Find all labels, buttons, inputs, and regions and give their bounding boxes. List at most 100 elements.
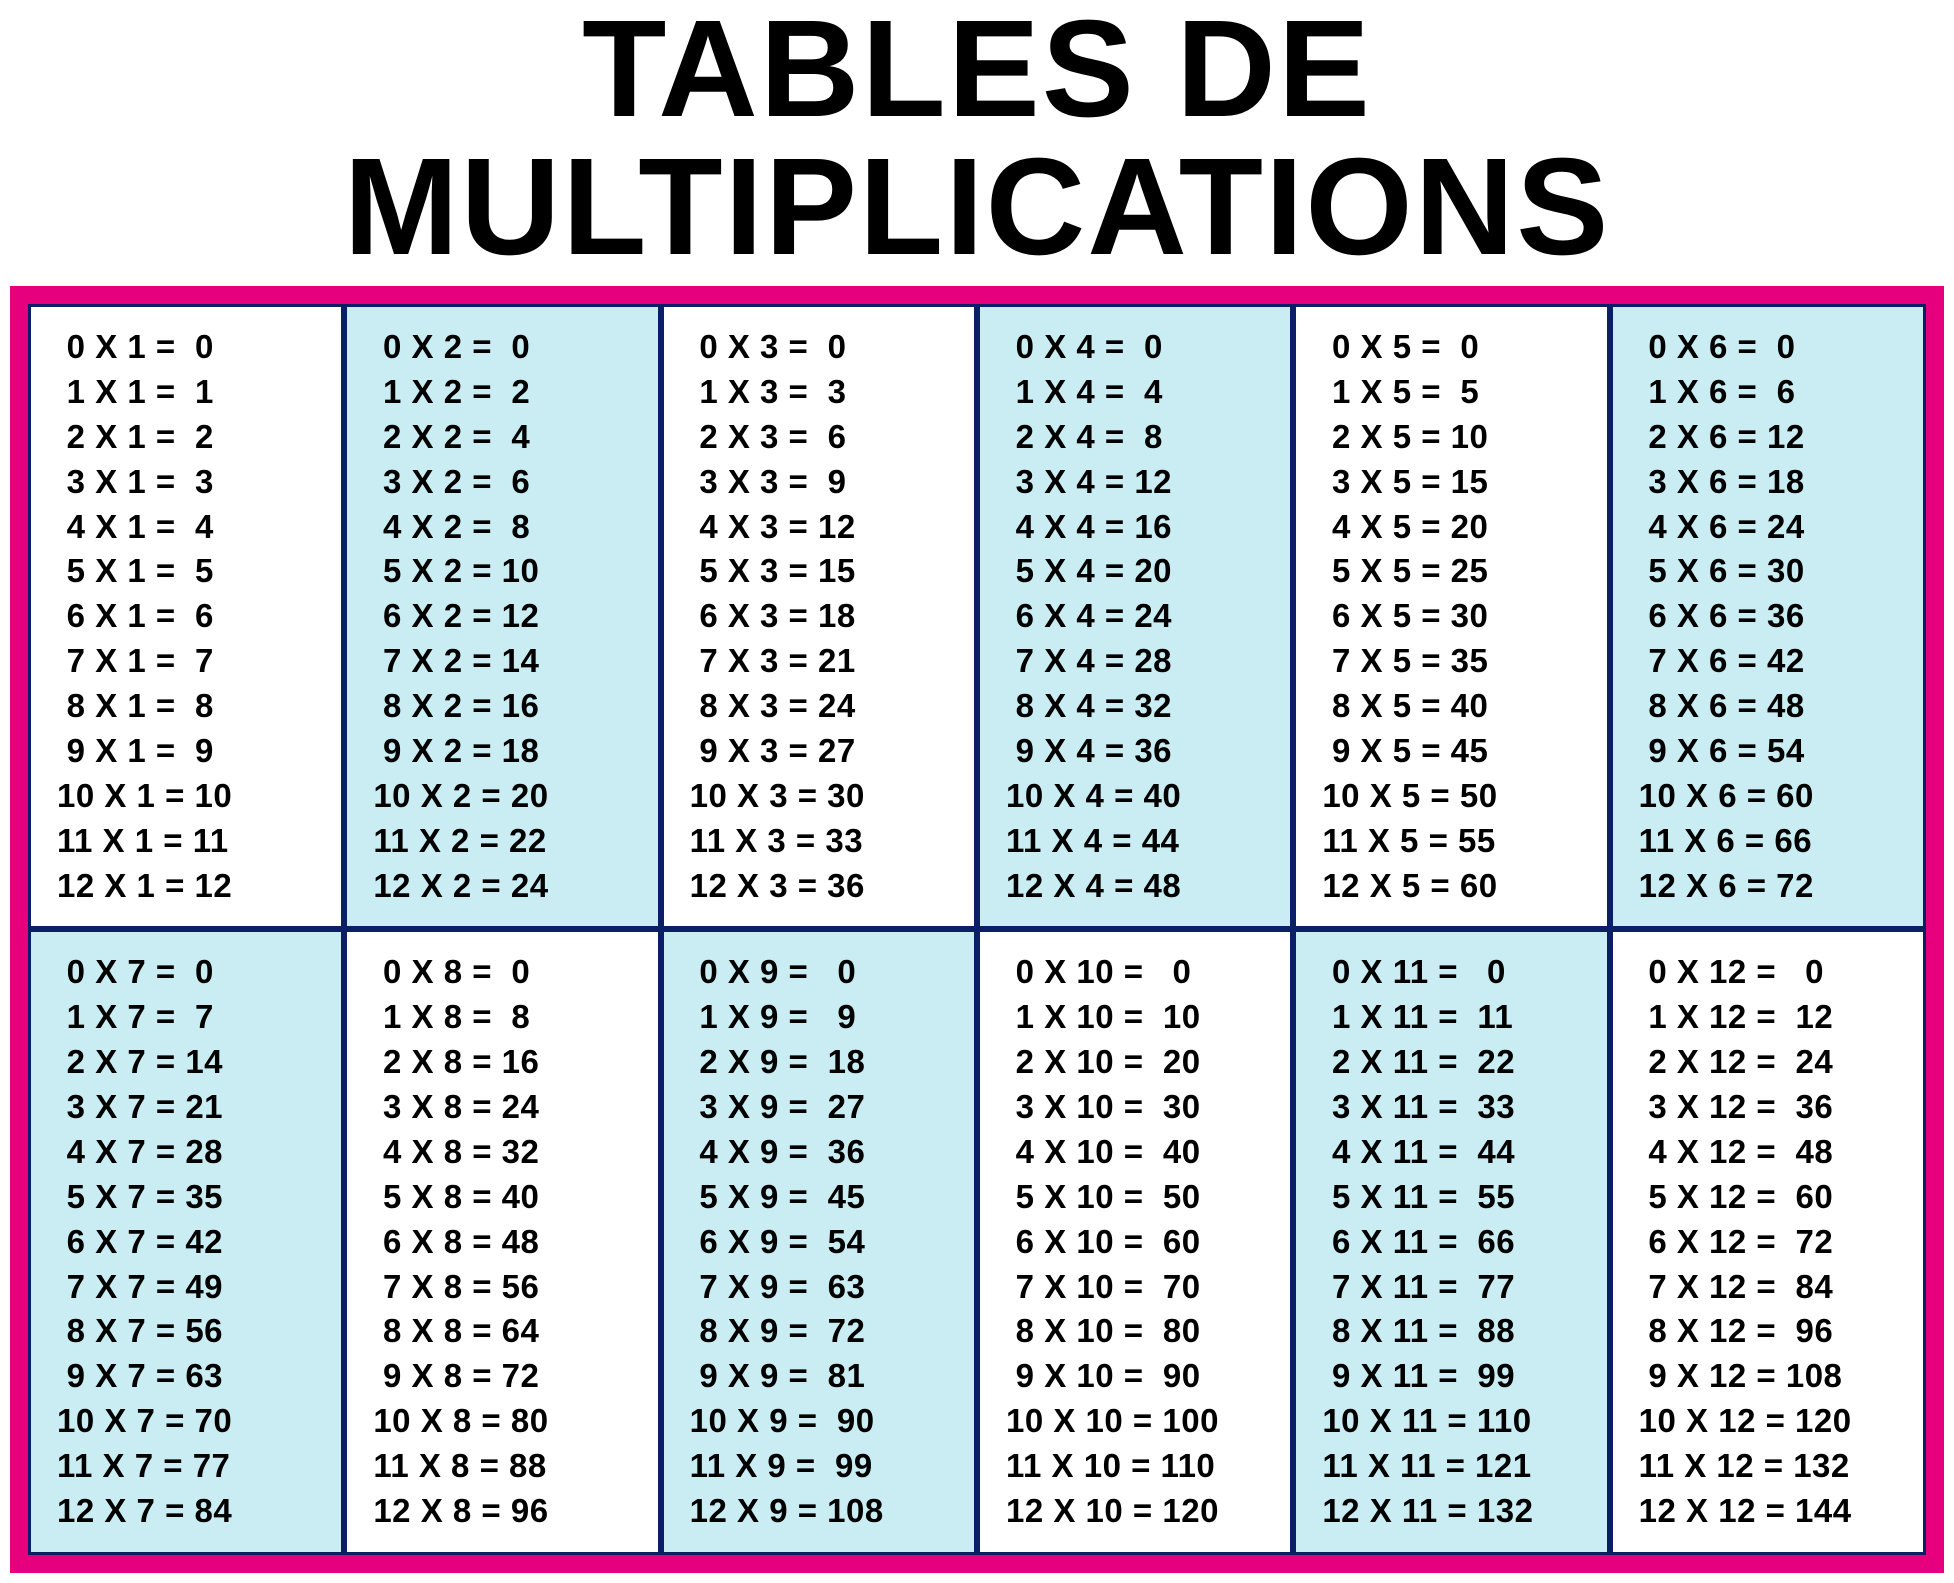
equation-row: 11 X 3 = 33 <box>690 819 964 864</box>
equation-row: 9 X 10 = 90 <box>1006 1354 1280 1399</box>
equation-row: 2 X 8 = 16 <box>373 1040 647 1085</box>
equation-row: 10 X 1 = 10 <box>57 774 331 819</box>
equation-row: 8 X 8 = 64 <box>373 1309 647 1354</box>
equation-row: 10 X 8 = 80 <box>373 1399 647 1444</box>
equation-row: 1 X 5 = 5 <box>1322 370 1596 415</box>
equation-row: 12 X 1 = 12 <box>57 864 331 909</box>
equation-row: 0 X 7 = 0 <box>57 950 331 995</box>
equation-row: 10 X 10 = 100 <box>1006 1399 1280 1444</box>
equation-row: 4 X 5 = 20 <box>1322 505 1596 550</box>
equation-row: 0 X 5 = 0 <box>1322 325 1596 370</box>
equation-row: 1 X 1 = 1 <box>57 370 331 415</box>
equation-row: 12 X 12 = 144 <box>1639 1489 1913 1534</box>
equation-row: 5 X 4 = 20 <box>1006 549 1280 594</box>
equation-row: 8 X 7 = 56 <box>57 1309 331 1354</box>
equation-row: 10 X 7 = 70 <box>57 1399 331 1444</box>
equation-row: 10 X 4 = 40 <box>1006 774 1280 819</box>
equation-row: 1 X 10 = 10 <box>1006 995 1280 1040</box>
equation-row: 0 X 8 = 0 <box>373 950 647 995</box>
equation-row: 8 X 12 = 96 <box>1639 1309 1913 1354</box>
equation-row: 10 X 12 = 120 <box>1639 1399 1913 1444</box>
equation-row: 11 X 12 = 132 <box>1639 1444 1913 1489</box>
equation-row: 7 X 3 = 21 <box>690 639 964 684</box>
equation-row: 2 X 1 = 2 <box>57 415 331 460</box>
multiplication-tables-page: TABLES DE MULTIPLICATIONS 0 X 1 = 0 1 X … <box>0 0 1954 1573</box>
equation-row: 4 X 9 = 36 <box>690 1130 964 1175</box>
equation-row: 12 X 2 = 24 <box>373 864 647 909</box>
equation-row: 3 X 6 = 18 <box>1639 460 1913 505</box>
equation-row: 3 X 9 = 27 <box>690 1085 964 1130</box>
equation-row: 12 X 9 = 108 <box>690 1489 964 1534</box>
equation-row: 1 X 6 = 6 <box>1639 370 1913 415</box>
table-cell-6: 0 X 6 = 0 1 X 6 = 6 2 X 6 = 12 3 X 6 = 1… <box>1610 304 1926 929</box>
equation-row: 10 X 9 = 90 <box>690 1399 964 1444</box>
equation-row: 3 X 3 = 9 <box>690 460 964 505</box>
equation-row: 2 X 2 = 4 <box>373 415 647 460</box>
equation-row: 7 X 5 = 35 <box>1322 639 1596 684</box>
equation-row: 0 X 11 = 0 <box>1322 950 1596 995</box>
equation-row: 5 X 8 = 40 <box>373 1175 647 1220</box>
equation-row: 9 X 3 = 27 <box>690 729 964 774</box>
equation-row: 0 X 10 = 0 <box>1006 950 1280 995</box>
equation-row: 0 X 6 = 0 <box>1639 325 1913 370</box>
equation-row: 8 X 10 = 80 <box>1006 1309 1280 1354</box>
equation-row: 8 X 11 = 88 <box>1322 1309 1596 1354</box>
equation-row: 9 X 7 = 63 <box>57 1354 331 1399</box>
equation-row: 10 X 5 = 50 <box>1322 774 1596 819</box>
equation-row: 11 X 7 = 77 <box>57 1444 331 1489</box>
equation-row: 2 X 7 = 14 <box>57 1040 331 1085</box>
equation-row: 8 X 9 = 72 <box>690 1309 964 1354</box>
equation-row: 7 X 1 = 7 <box>57 639 331 684</box>
equation-row: 7 X 8 = 56 <box>373 1265 647 1310</box>
equation-row: 5 X 7 = 35 <box>57 1175 331 1220</box>
equation-row: 1 X 12 = 12 <box>1639 995 1913 1040</box>
equation-row: 3 X 12 = 36 <box>1639 1085 1913 1130</box>
table-cell-1: 0 X 1 = 0 1 X 1 = 1 2 X 1 = 2 3 X 1 = 3 … <box>28 304 344 929</box>
equation-row: 6 X 6 = 36 <box>1639 594 1913 639</box>
equation-row: 0 X 3 = 0 <box>690 325 964 370</box>
equation-row: 5 X 6 = 30 <box>1639 549 1913 594</box>
equation-row: 3 X 4 = 12 <box>1006 460 1280 505</box>
equation-row: 0 X 4 = 0 <box>1006 325 1280 370</box>
equation-row: 1 X 8 = 8 <box>373 995 647 1040</box>
equation-row: 11 X 10 = 110 <box>1006 1444 1280 1489</box>
equation-row: 10 X 2 = 20 <box>373 774 647 819</box>
equation-row: 6 X 8 = 48 <box>373 1220 647 1265</box>
equation-row: 2 X 5 = 10 <box>1322 415 1596 460</box>
equation-row: 11 X 5 = 55 <box>1322 819 1596 864</box>
equation-row: 8 X 6 = 48 <box>1639 684 1913 729</box>
equation-row: 10 X 6 = 60 <box>1639 774 1913 819</box>
equation-row: 3 X 8 = 24 <box>373 1085 647 1130</box>
table-cell-5: 0 X 5 = 0 1 X 5 = 5 2 X 5 = 10 3 X 5 = 1… <box>1293 304 1609 929</box>
equation-row: 4 X 3 = 12 <box>690 505 964 550</box>
equation-row: 3 X 1 = 3 <box>57 460 331 505</box>
equation-row: 11 X 8 = 88 <box>373 1444 647 1489</box>
equation-row: 1 X 11 = 11 <box>1322 995 1596 1040</box>
table-cell-7: 0 X 7 = 0 1 X 7 = 7 2 X 7 = 14 3 X 7 = 2… <box>28 929 344 1554</box>
equation-row: 7 X 7 = 49 <box>57 1265 331 1310</box>
equation-row: 5 X 10 = 50 <box>1006 1175 1280 1220</box>
tables-grid: 0 X 1 = 0 1 X 1 = 1 2 X 1 = 2 3 X 1 = 3 … <box>28 304 1926 1555</box>
equation-row: 7 X 11 = 77 <box>1322 1265 1596 1310</box>
outer-frame: 0 X 1 = 0 1 X 1 = 1 2 X 1 = 2 3 X 1 = 3 … <box>10 286 1944 1573</box>
equation-row: 9 X 6 = 54 <box>1639 729 1913 774</box>
equation-row: 3 X 10 = 30 <box>1006 1085 1280 1130</box>
equation-row: 6 X 1 = 6 <box>57 594 331 639</box>
equation-row: 7 X 4 = 28 <box>1006 639 1280 684</box>
equation-row: 10 X 11 = 110 <box>1322 1399 1596 1444</box>
equation-row: 9 X 11 = 99 <box>1322 1354 1596 1399</box>
equation-row: 12 X 5 = 60 <box>1322 864 1596 909</box>
equation-row: 8 X 3 = 24 <box>690 684 964 729</box>
equation-row: 1 X 4 = 4 <box>1006 370 1280 415</box>
equation-row: 5 X 1 = 5 <box>57 549 331 594</box>
equation-row: 1 X 9 = 9 <box>690 995 964 1040</box>
equation-row: 11 X 2 = 22 <box>373 819 647 864</box>
equation-row: 3 X 7 = 21 <box>57 1085 331 1130</box>
equation-row: 2 X 11 = 22 <box>1322 1040 1596 1085</box>
equation-row: 1 X 7 = 7 <box>57 995 331 1040</box>
equation-row: 8 X 2 = 16 <box>373 684 647 729</box>
equation-row: 4 X 10 = 40 <box>1006 1130 1280 1175</box>
equation-row: 1 X 3 = 3 <box>690 370 964 415</box>
equation-row: 9 X 8 = 72 <box>373 1354 647 1399</box>
equation-row: 9 X 5 = 45 <box>1322 729 1596 774</box>
